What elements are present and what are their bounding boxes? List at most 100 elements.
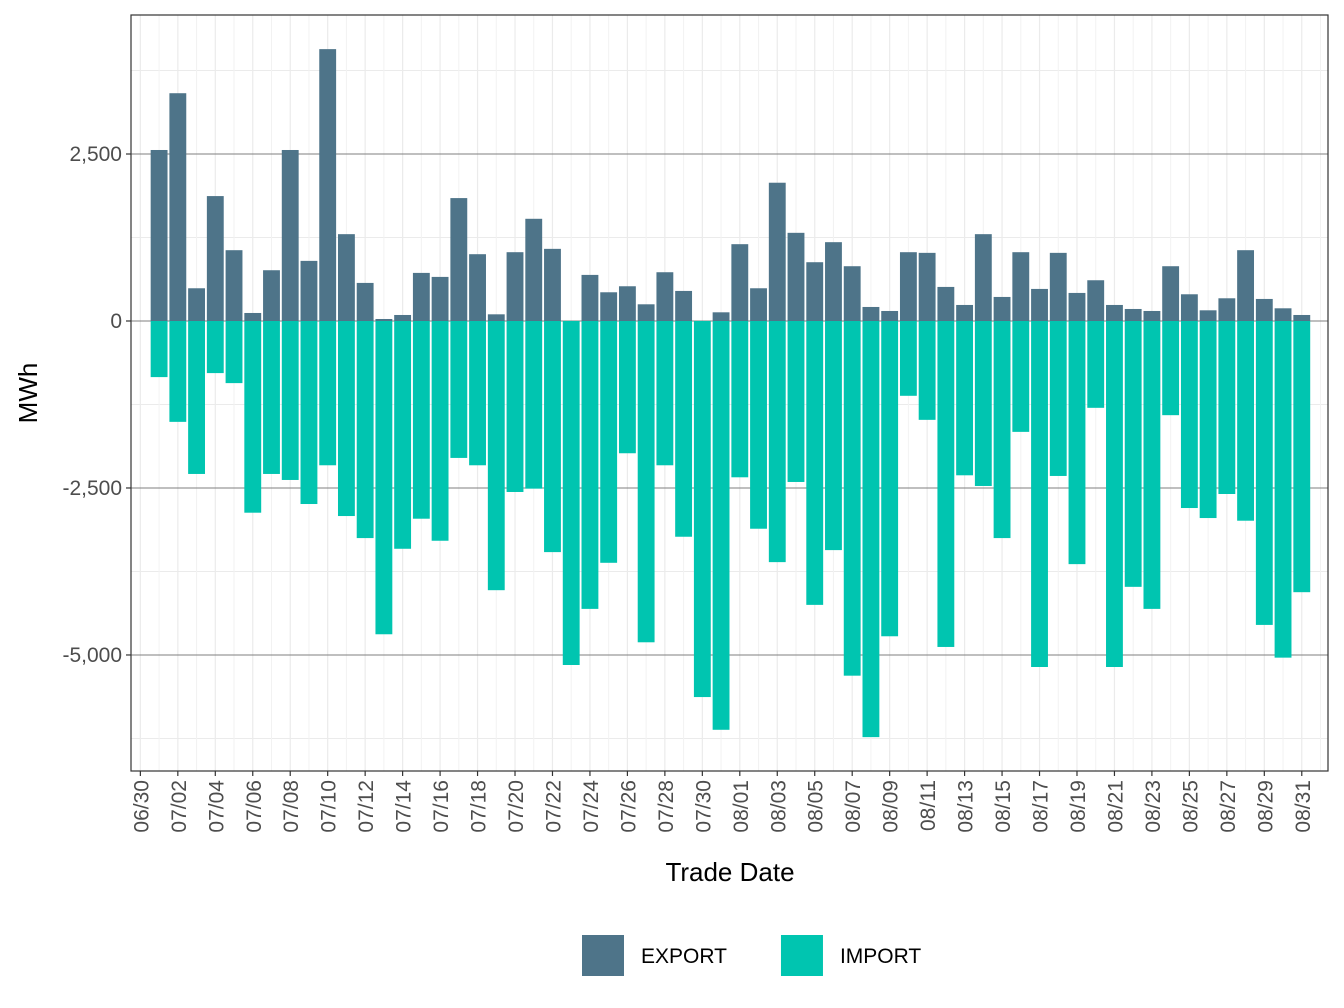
bar xyxy=(1106,320,1123,667)
x-tick-label: 07/04 xyxy=(205,780,228,833)
bar xyxy=(618,286,636,321)
bar xyxy=(525,320,543,489)
x-tick-label: 08/27 xyxy=(1217,780,1240,833)
bar xyxy=(862,320,880,738)
bar xyxy=(1068,320,1086,565)
bar xyxy=(600,320,618,563)
bar xyxy=(974,320,992,486)
bar xyxy=(1162,266,1180,321)
bar xyxy=(637,304,655,321)
bar xyxy=(244,320,262,513)
bar xyxy=(319,320,337,466)
bar xyxy=(675,290,693,321)
x-tick-label: 08/17 xyxy=(1030,780,1053,833)
bar xyxy=(431,276,449,321)
bar xyxy=(1087,280,1105,321)
bar xyxy=(169,320,187,422)
bar xyxy=(1012,252,1030,321)
bar xyxy=(618,320,636,454)
x-tick-label: 08/13 xyxy=(955,780,978,833)
bar xyxy=(918,252,936,321)
x-tick-label: 08/05 xyxy=(805,780,828,833)
bar xyxy=(712,320,730,730)
bar xyxy=(1274,308,1292,321)
bar xyxy=(1199,310,1217,321)
legend-label: EXPORT xyxy=(641,945,727,968)
bars xyxy=(150,49,1311,738)
bar xyxy=(1012,320,1030,432)
bar xyxy=(506,252,524,321)
bar xyxy=(1162,320,1180,416)
bar xyxy=(412,320,430,519)
y-tick-label: -5,000 xyxy=(62,644,122,667)
bar xyxy=(937,320,955,647)
x-tick-label: 08/01 xyxy=(730,780,753,833)
bar xyxy=(600,292,618,321)
bar xyxy=(1237,320,1255,521)
bar xyxy=(843,320,861,676)
bar xyxy=(356,282,374,321)
bar xyxy=(1293,314,1311,321)
x-tick-label: 08/23 xyxy=(1142,780,1165,833)
bar xyxy=(825,320,842,551)
bar xyxy=(394,320,412,549)
bar xyxy=(225,320,243,384)
x-tick-label: 08/11 xyxy=(917,780,940,831)
bar xyxy=(656,272,674,321)
bar xyxy=(843,266,861,321)
x-tick-label: 07/02 xyxy=(168,780,191,833)
bar xyxy=(1087,320,1105,408)
bar xyxy=(1293,320,1311,593)
bar xyxy=(469,320,486,466)
bar xyxy=(469,254,486,321)
bar xyxy=(1106,304,1123,321)
bar xyxy=(712,312,730,321)
bar xyxy=(188,320,205,474)
bar xyxy=(1143,320,1161,609)
bar xyxy=(281,149,299,321)
bar xyxy=(881,310,899,321)
legend-swatch xyxy=(582,935,624,976)
x-tick-label: 07/28 xyxy=(655,780,678,833)
bar xyxy=(862,306,880,321)
x-tick-label: 08/19 xyxy=(1067,780,1090,833)
bar xyxy=(1199,320,1217,519)
bar xyxy=(225,250,243,321)
legend-label: IMPORT xyxy=(840,945,921,968)
bar xyxy=(675,320,693,537)
bar xyxy=(150,320,168,378)
bar xyxy=(281,320,299,480)
bar xyxy=(1255,320,1273,625)
bar xyxy=(956,320,974,476)
bar xyxy=(356,320,374,539)
bar xyxy=(1031,288,1048,321)
bar xyxy=(1237,250,1255,321)
x-tick-label: 07/20 xyxy=(505,780,528,833)
bar xyxy=(956,304,974,321)
legend-swatch xyxy=(780,935,823,976)
x-tick-label: 08/07 xyxy=(842,780,865,833)
bar xyxy=(450,320,468,458)
x-tick-label: 07/06 xyxy=(243,780,266,833)
bar xyxy=(506,320,524,492)
bar xyxy=(412,272,430,321)
y-tick-label: 2,500 xyxy=(69,143,122,166)
x-tick-label: 08/25 xyxy=(1179,780,1202,833)
bar xyxy=(1049,252,1067,321)
bar xyxy=(263,270,280,321)
bar xyxy=(693,320,711,698)
axes: -5,000 -2,500 0 2,500 06/30 07/02 07/04 07/06 07… xyxy=(62,14,1329,833)
bar xyxy=(731,320,749,478)
bar xyxy=(637,320,655,643)
bar xyxy=(581,320,599,609)
legend: EXPORT IMPORT xyxy=(582,935,921,976)
bar xyxy=(1124,308,1142,321)
bar xyxy=(319,49,337,321)
bar xyxy=(787,232,805,321)
bar xyxy=(188,288,205,321)
bar xyxy=(544,320,561,553)
bar xyxy=(431,320,449,541)
bar xyxy=(656,320,674,466)
bar xyxy=(806,320,824,605)
